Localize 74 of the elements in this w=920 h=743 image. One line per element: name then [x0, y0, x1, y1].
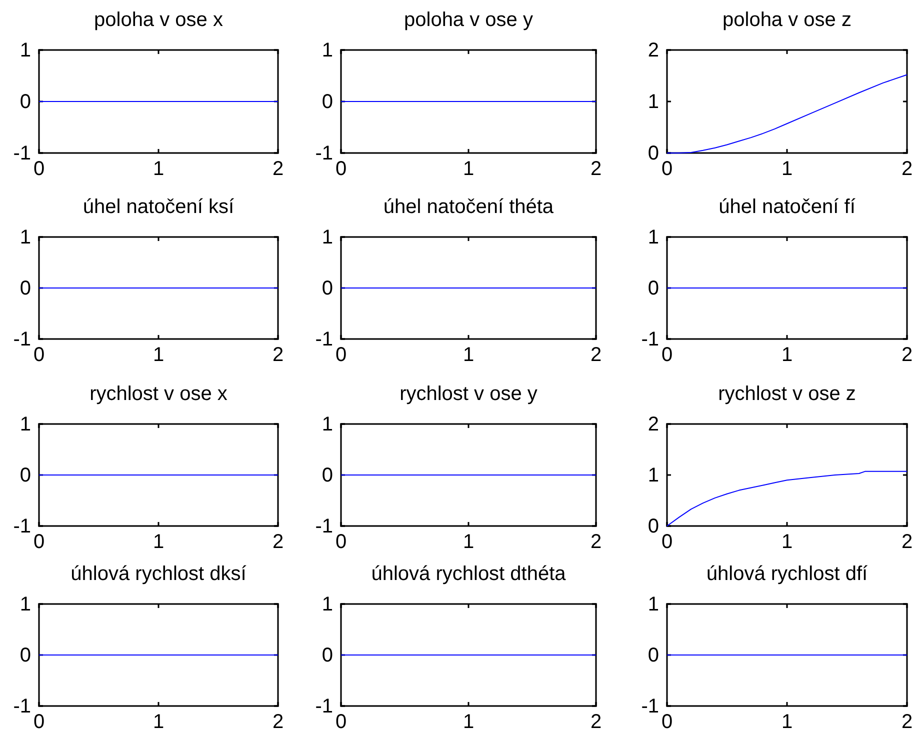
y-tick-label: 1: [648, 464, 659, 486]
y-tick-label: -1: [641, 695, 659, 718]
y-tick-label: 2: [648, 413, 659, 436]
chart-title: poloha v ose z: [722, 9, 852, 31]
y-tick-label: 1: [322, 39, 333, 62]
x-tick-label: 1: [152, 158, 164, 180]
y-tick-label: 0: [20, 464, 31, 486]
y-tick-label: -1: [315, 328, 333, 350]
chart-title: poloha v ose x: [94, 9, 223, 31]
x-tick-label: 2: [272, 711, 284, 734]
x-tick-label: 2: [901, 158, 913, 180]
y-tick-label: -1: [641, 328, 659, 350]
chart-title: úhel natočení ksí: [82, 196, 235, 218]
line-series: [666, 74, 908, 154]
y-tick-label: 1: [648, 226, 659, 248]
x-tick-label: 2: [272, 344, 284, 366]
y-tick-label: 1: [648, 593, 659, 616]
y-tick-label: 0: [20, 644, 31, 666]
y-tick-label: 1: [322, 593, 333, 616]
y-tick-label: 1: [322, 226, 333, 248]
y-tick-label: 0: [648, 515, 659, 538]
x-tick-label: 2: [590, 344, 602, 366]
chart-title: úhlová rychlost dfí: [706, 563, 868, 585]
chart-title: úhlová rychlost dksí: [70, 563, 247, 585]
x-tick-label: 1: [781, 158, 793, 180]
y-tick-label: -1: [315, 142, 333, 164]
x-tick-label: 1: [152, 344, 164, 366]
y-tick-label: 0: [648, 277, 659, 300]
y-tick-label: -1: [13, 515, 31, 538]
y-tick-label: 1: [322, 413, 333, 436]
chart-title: poloha v ose y: [404, 9, 533, 31]
x-tick-label: 2: [901, 531, 913, 554]
x-tick-label: 2: [901, 344, 913, 366]
x-tick-label: 2: [590, 711, 602, 734]
x-tick-label: 1: [781, 531, 793, 554]
y-tick-label: 0: [322, 644, 333, 666]
x-tick-label: 1: [152, 531, 164, 554]
y-tick-label: -1: [13, 695, 31, 718]
line-series: [666, 470, 908, 526]
y-tick-label: 0: [322, 90, 333, 113]
y-tick-label: 1: [648, 90, 659, 113]
chart-title: úhlová rychlost dthéta: [371, 563, 567, 585]
y-tick-label: -1: [13, 142, 31, 164]
y-tick-label: 2: [648, 39, 659, 62]
y-tick-label: 1: [20, 413, 31, 436]
y-tick-label: 1: [20, 39, 31, 62]
x-tick-label: 1: [462, 344, 474, 366]
chart-title: úhel natočení théta: [383, 196, 554, 218]
x-tick-label: 1: [462, 158, 474, 180]
y-tick-label: -1: [315, 695, 333, 718]
x-tick-label: 2: [590, 531, 602, 554]
x-tick-label: 1: [462, 711, 474, 734]
y-tick-label: 0: [322, 277, 333, 300]
y-tick-label: 0: [20, 277, 31, 300]
x-tick-label: 1: [152, 711, 164, 734]
x-tick-label: 2: [590, 158, 602, 180]
chart-title: rychlost v ose x: [90, 383, 228, 405]
y-tick-label: -1: [315, 515, 333, 538]
chart-title: rychlost v ose z: [718, 383, 856, 405]
chart-title: úhel natočení fí: [718, 196, 856, 218]
x-tick-label: 1: [781, 344, 793, 366]
x-tick-label: 2: [901, 711, 913, 734]
x-tick-label: 2: [272, 158, 284, 180]
chart-title: rychlost v ose y: [400, 383, 538, 405]
y-tick-label: 1: [20, 226, 31, 248]
x-tick-label: 1: [781, 711, 793, 734]
y-tick-label: -1: [13, 328, 31, 350]
x-tick-label: 2: [272, 531, 284, 554]
x-tick-label: 1: [462, 531, 474, 554]
y-tick-label: 0: [648, 644, 659, 666]
y-tick-label: 0: [20, 90, 31, 113]
y-tick-label: 0: [322, 464, 333, 486]
y-tick-label: 1: [20, 593, 31, 616]
y-tick-label: 0: [648, 142, 659, 164]
